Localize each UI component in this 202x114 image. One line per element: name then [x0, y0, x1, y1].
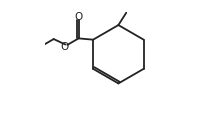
Text: O: O — [75, 12, 83, 22]
Text: O: O — [61, 42, 69, 52]
